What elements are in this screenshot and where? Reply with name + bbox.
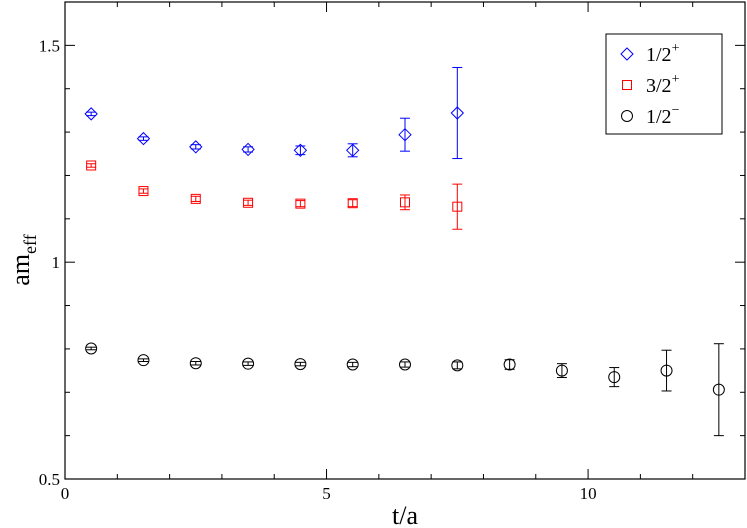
legend-label-base: 1/2 — [646, 106, 672, 128]
data-point — [85, 342, 98, 355]
legend-label-sup: + — [672, 41, 680, 56]
data-point — [243, 197, 254, 208]
data-point — [242, 357, 255, 370]
x-tick-labels: 0 5 10 — [61, 484, 597, 503]
legend-label: 1/2+ — [646, 41, 680, 66]
legend: 1/2+3/2+1/2− — [605, 33, 723, 135]
series-0 — [84, 66, 465, 160]
y-tick-label: 1 — [52, 253, 61, 272]
data-point — [660, 364, 673, 377]
x-tick-label: 0 — [61, 484, 70, 503]
data-point — [241, 142, 255, 157]
y-tick-label: 1.5 — [39, 36, 60, 55]
data-point — [555, 364, 568, 377]
data-point — [295, 198, 306, 209]
legend-label-base: 3/2 — [646, 75, 672, 97]
data-point — [189, 357, 202, 370]
data-point — [189, 140, 203, 154]
data-point — [347, 198, 358, 209]
x-tick-label: 5 — [322, 484, 331, 503]
y-axis-title-main: am — [6, 254, 35, 286]
legend-label-base: 1/2 — [646, 44, 672, 66]
legend-label-sup: − — [672, 103, 680, 118]
plot-frame — [64, 1, 746, 480]
legend-label: 3/2+ — [646, 72, 680, 97]
data-point — [712, 383, 725, 396]
series-1 — [86, 160, 463, 230]
legend-items: 1/2+3/2+1/2− — [620, 41, 680, 128]
legend-label-sup: + — [672, 72, 680, 87]
data-point — [399, 358, 411, 371]
data-point — [136, 131, 151, 146]
data-point — [190, 193, 201, 204]
series-layer — [84, 66, 725, 437]
x-axis-title: t/a — [392, 501, 418, 528]
data-point — [452, 201, 463, 212]
x-tick-label: 10 — [580, 484, 597, 503]
axis-ticks — [64, 1, 745, 480]
data-point — [503, 358, 516, 371]
data-point — [293, 143, 308, 158]
y-axis-title-sub: eff — [20, 234, 40, 254]
data-point — [138, 186, 149, 197]
y-tick-label: 0.5 — [39, 470, 60, 489]
data-point — [608, 371, 621, 384]
legend-marker — [622, 80, 632, 90]
y-tick-labels: 0.5 1 1.5 — [39, 36, 60, 489]
data-point — [294, 358, 307, 371]
legend-label: 1/2− — [646, 103, 680, 128]
data-point — [137, 354, 150, 367]
data-point — [450, 106, 465, 120]
data-point — [398, 127, 412, 142]
legend-marker — [621, 110, 633, 122]
data-point — [86, 160, 97, 171]
data-point — [346, 358, 359, 371]
data-point — [84, 107, 98, 121]
series-2 — [85, 342, 725, 437]
data-point — [400, 197, 410, 208]
legend-box — [605, 33, 723, 135]
data-point — [345, 143, 360, 158]
y-axis-title: ameff — [6, 234, 40, 285]
legend-marker — [620, 47, 634, 61]
data-point — [451, 359, 464, 372]
